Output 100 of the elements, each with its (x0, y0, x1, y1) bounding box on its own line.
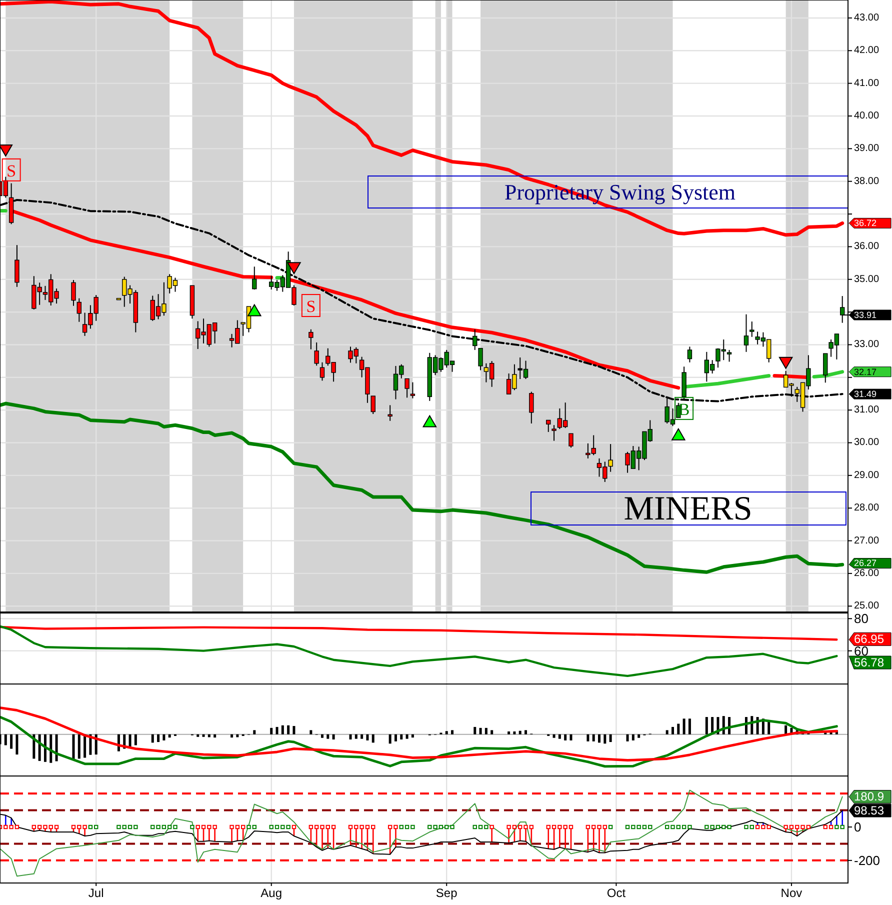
x-tick-label: Sep (436, 886, 458, 900)
candlestick (750, 321, 754, 338)
candlestick (71, 280, 76, 306)
candlestick (252, 266, 257, 290)
data-label: 31.49 (854, 389, 877, 400)
line-series (0, 790, 843, 877)
bar (626, 734, 629, 742)
bar (332, 734, 335, 740)
y-tick-label: 41.00 (854, 78, 880, 89)
candlestick (726, 349, 732, 362)
candlestick (404, 378, 410, 398)
data-label: 180.9 (854, 790, 884, 804)
bar (310, 730, 312, 734)
bar (320, 734, 324, 738)
bar (484, 728, 488, 734)
bar (16, 734, 18, 755)
x-tick-label: Oct (606, 886, 626, 900)
y-tick-label: 28.00 (854, 502, 880, 514)
bar (558, 734, 561, 739)
bar (372, 734, 374, 743)
bar (151, 734, 154, 743)
y-tick-label: 29.00 (854, 470, 880, 481)
candlestick (14, 244, 20, 288)
bar (366, 734, 369, 740)
candlestick (823, 353, 828, 384)
bar (688, 718, 691, 734)
x-tick-label: Jul (88, 886, 104, 900)
bar (451, 730, 454, 734)
bar (84, 734, 86, 758)
bar (518, 730, 522, 734)
bar (682, 718, 686, 734)
bar (168, 734, 171, 738)
y-tick-label: 35.00 (854, 274, 880, 285)
bar (666, 730, 668, 734)
bar (406, 734, 408, 739)
bar (586, 734, 590, 742)
bar (276, 726, 278, 734)
bar (513, 731, 516, 734)
bar (388, 734, 392, 744)
bar (638, 734, 640, 738)
y-tick-label: 33.00 (854, 339, 880, 350)
y-tick-label: 39.00 (854, 143, 880, 154)
bar (411, 734, 414, 738)
candlestick (388, 404, 392, 422)
bar (570, 734, 572, 740)
bar (128, 734, 132, 747)
candlestick (478, 348, 483, 371)
bar (162, 734, 166, 740)
y-tick-label: 30.00 (854, 437, 880, 448)
line-series (0, 402, 844, 574)
candlestick (314, 342, 319, 366)
bar (72, 734, 75, 760)
bar (552, 734, 556, 738)
bar (508, 731, 510, 734)
bar (287, 725, 290, 734)
x-tick-label: Aug (260, 886, 282, 900)
bar (281, 725, 284, 734)
candlestick (472, 328, 478, 350)
bar (349, 734, 352, 740)
bar (157, 734, 160, 742)
bar (564, 734, 567, 740)
candlestick (410, 382, 416, 399)
bar (360, 734, 364, 739)
y-tick-label: 36.00 (854, 241, 880, 252)
bar (400, 734, 403, 740)
y-tick-label: 80 (854, 611, 868, 626)
y-tick-label: 31.00 (854, 404, 880, 416)
candlestick (568, 433, 574, 448)
bar (270, 728, 273, 734)
annotation: 33.91 (854, 310, 877, 320)
candlestick (3, 176, 8, 198)
candlestick (370, 396, 376, 414)
candlestick (608, 444, 613, 472)
y-tick-label: 25.00 (854, 600, 880, 612)
bar (592, 734, 595, 742)
bar (609, 734, 612, 742)
candlestick (76, 298, 82, 322)
bar (677, 724, 680, 734)
bar (524, 730, 528, 734)
y-tick-label: 0 (854, 819, 862, 834)
bar (479, 728, 482, 734)
bar (326, 734, 330, 739)
line-series (0, 0, 844, 237)
bar (50, 734, 52, 763)
bar (196, 734, 200, 737)
candlestick (744, 314, 749, 352)
data-label: 56.78 (854, 656, 884, 670)
bar (253, 730, 256, 734)
bar (10, 734, 13, 749)
y-tick-label: 43.00 (854, 12, 880, 24)
y-tick-label: 42.00 (854, 45, 880, 56)
bar (604, 734, 606, 744)
candlestick (308, 328, 314, 350)
bar (490, 730, 494, 734)
x-tick-label: Nov (780, 886, 802, 900)
candlestick (529, 391, 534, 424)
bar (214, 734, 216, 738)
bar (354, 734, 358, 739)
bar (632, 734, 634, 740)
bar (202, 734, 205, 737)
